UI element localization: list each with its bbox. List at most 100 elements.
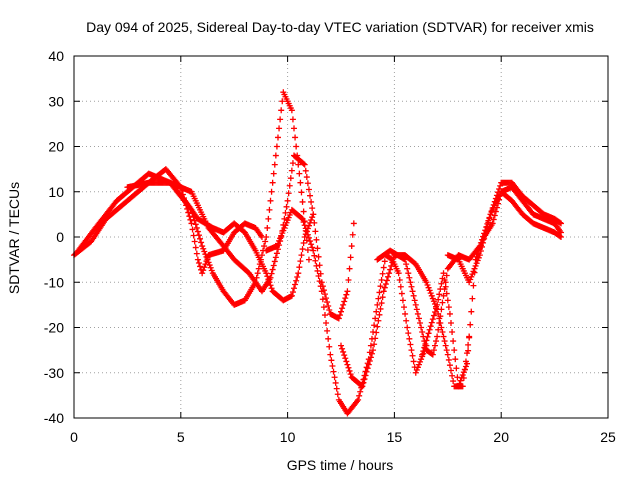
data-point xyxy=(345,364,352,371)
data-point xyxy=(357,388,364,395)
data-point xyxy=(296,170,303,177)
data-point xyxy=(380,288,387,295)
data-point xyxy=(194,228,201,235)
data-point xyxy=(449,329,456,336)
data-point xyxy=(299,246,306,253)
data-point xyxy=(471,265,478,272)
data-point xyxy=(372,315,379,322)
data-point xyxy=(480,239,487,246)
data-point xyxy=(362,372,369,379)
x-tick-label: 5 xyxy=(177,429,185,445)
data-point xyxy=(190,214,197,221)
y-tick-label: -10 xyxy=(44,274,64,290)
data-point xyxy=(284,197,291,204)
data-point xyxy=(189,226,196,233)
data-point xyxy=(411,297,418,304)
data-point xyxy=(429,351,436,358)
data-point xyxy=(497,182,504,189)
data-point xyxy=(267,274,274,281)
data-point xyxy=(305,234,312,241)
data-point xyxy=(456,380,463,387)
data-point xyxy=(254,270,261,277)
data-point xyxy=(438,306,445,313)
y-tick-label: 30 xyxy=(48,93,64,109)
data-point xyxy=(426,326,433,333)
data-point xyxy=(325,335,332,342)
data-point xyxy=(323,319,330,326)
data-point xyxy=(378,300,385,307)
data-point xyxy=(342,355,349,362)
data-point xyxy=(478,243,485,250)
data-point xyxy=(343,291,350,298)
data-point xyxy=(443,272,450,279)
data-point xyxy=(202,261,209,268)
data-point xyxy=(410,292,417,299)
data-point xyxy=(346,367,353,374)
data-point xyxy=(336,312,343,319)
data-point xyxy=(373,308,380,315)
data-point xyxy=(199,270,206,277)
data-point xyxy=(318,288,325,295)
data-point xyxy=(317,283,324,290)
data-point xyxy=(367,354,374,361)
data-point xyxy=(370,347,377,354)
data-point xyxy=(289,289,296,296)
data-point xyxy=(445,356,452,363)
data-point xyxy=(558,229,565,236)
data-point xyxy=(475,254,482,261)
data-point xyxy=(286,182,293,189)
data-point xyxy=(476,252,483,259)
data-point xyxy=(486,215,493,222)
data-point xyxy=(396,276,403,283)
data-point xyxy=(474,257,481,264)
series-track-5 xyxy=(263,206,430,417)
data-point xyxy=(289,116,296,123)
data-point xyxy=(408,283,415,290)
y-tick-label: -30 xyxy=(44,365,64,381)
data-point xyxy=(313,236,320,243)
data-point xyxy=(263,234,270,240)
data-point xyxy=(472,262,479,269)
data-point xyxy=(305,256,312,263)
data-point xyxy=(309,205,316,212)
data-point xyxy=(360,379,367,386)
data-point xyxy=(429,295,436,302)
x-tick-label: 25 xyxy=(600,429,616,445)
data-point xyxy=(434,301,441,308)
data-point xyxy=(299,198,306,205)
data-point xyxy=(332,379,339,386)
data-point xyxy=(278,107,285,114)
data-point xyxy=(490,216,497,223)
data-point xyxy=(314,245,321,252)
data-point xyxy=(384,273,391,280)
data-point xyxy=(300,240,307,247)
data-point xyxy=(468,308,475,315)
data-point xyxy=(414,364,421,371)
data-point xyxy=(288,292,295,299)
data-point xyxy=(406,335,413,342)
series-track-9 xyxy=(444,184,565,286)
series-track-4 xyxy=(167,152,357,322)
data-point xyxy=(465,347,472,354)
data-point xyxy=(401,304,408,311)
data-point xyxy=(435,326,442,333)
data-point xyxy=(331,374,338,381)
data-point xyxy=(374,323,381,330)
data-point xyxy=(407,279,414,286)
data-point xyxy=(489,220,496,227)
data-point xyxy=(413,367,420,374)
data-point xyxy=(191,238,198,245)
data-point xyxy=(444,297,451,304)
data-point xyxy=(483,227,490,234)
data-point xyxy=(464,360,471,367)
data-point xyxy=(255,265,262,272)
data-point xyxy=(437,286,444,293)
data-point xyxy=(375,317,382,324)
data-point xyxy=(198,239,205,246)
data-point xyxy=(256,261,263,268)
data-point xyxy=(442,342,449,349)
data-point xyxy=(326,306,333,313)
data-point xyxy=(443,347,450,354)
data-point xyxy=(467,321,474,328)
data-point xyxy=(442,283,449,290)
